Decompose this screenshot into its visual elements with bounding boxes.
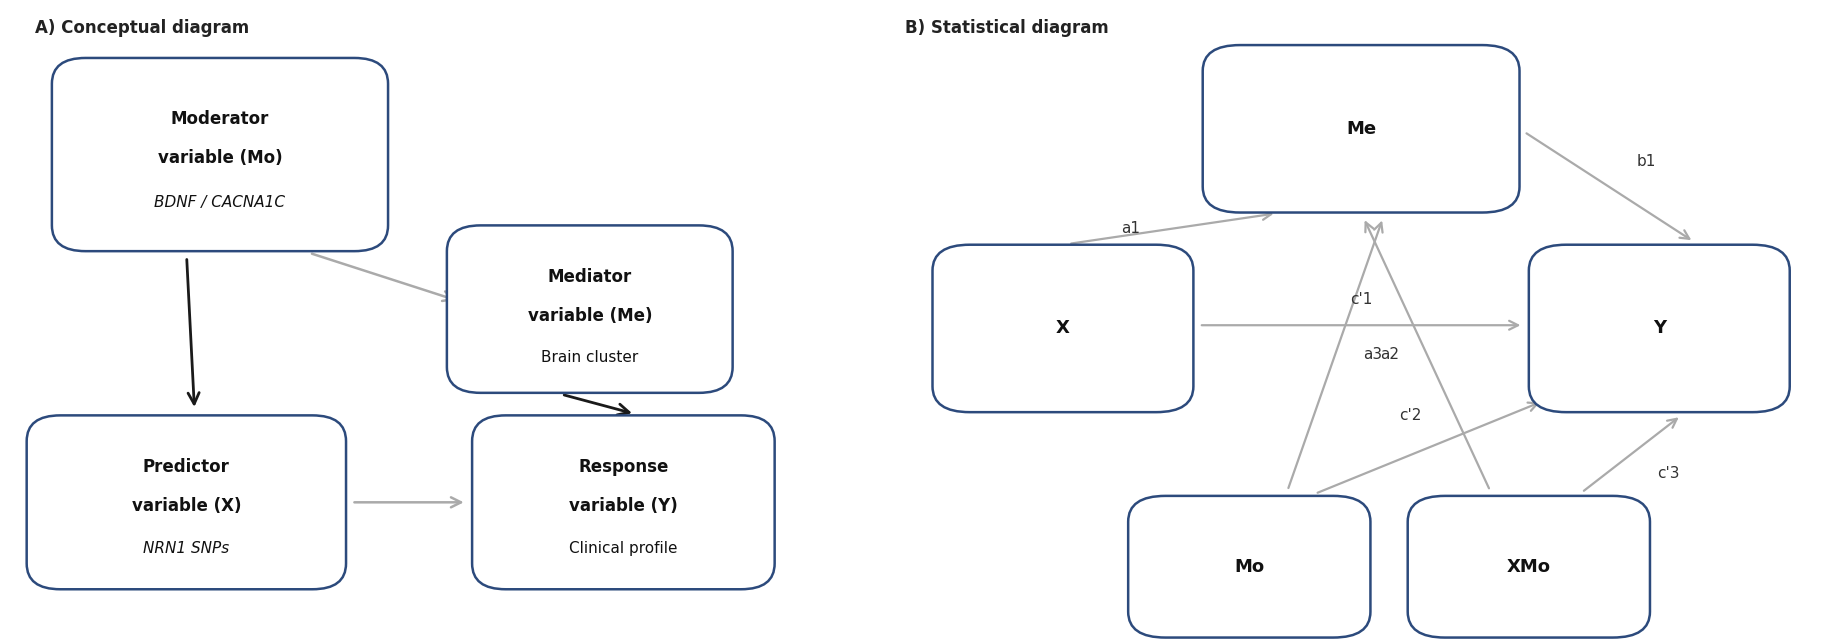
Text: variable (Y): variable (Y) (568, 497, 678, 515)
Text: BDNF / CACNA1C: BDNF / CACNA1C (155, 195, 285, 211)
Text: b1: b1 (1637, 153, 1655, 169)
Text: B) Statistical diagram: B) Statistical diagram (904, 19, 1109, 37)
Text: variable (Mo): variable (Mo) (157, 149, 283, 167)
Text: Brain cluster: Brain cluster (541, 350, 638, 365)
Text: Moderator: Moderator (170, 110, 269, 128)
Text: variable (X): variable (X) (132, 497, 241, 515)
Text: Me: Me (1346, 120, 1376, 138)
FancyBboxPatch shape (471, 415, 775, 589)
FancyBboxPatch shape (1202, 45, 1520, 213)
Text: a3: a3 (1363, 346, 1381, 362)
FancyBboxPatch shape (932, 245, 1193, 412)
Text: a2: a2 (1379, 346, 1399, 362)
Text: Response: Response (577, 458, 669, 476)
Text: Clinical profile: Clinical profile (570, 541, 678, 556)
Text: X: X (1056, 319, 1071, 337)
FancyBboxPatch shape (51, 58, 387, 251)
Text: Y: Y (1653, 319, 1666, 337)
FancyBboxPatch shape (448, 225, 733, 393)
Text: c'1: c'1 (1350, 292, 1372, 307)
Text: Mediator: Mediator (548, 268, 632, 286)
Text: A) Conceptual diagram: A) Conceptual diagram (35, 19, 248, 37)
FancyBboxPatch shape (1129, 496, 1370, 638)
Text: XMo: XMo (1507, 558, 1551, 576)
Text: Predictor: Predictor (143, 458, 230, 476)
FancyBboxPatch shape (1529, 245, 1790, 412)
Text: a1: a1 (1122, 221, 1140, 236)
Text: variable (Me): variable (Me) (528, 307, 652, 325)
Text: c'3: c'3 (1657, 466, 1679, 481)
FancyBboxPatch shape (1409, 496, 1650, 638)
Text: c'2: c'2 (1399, 408, 1421, 423)
FancyBboxPatch shape (27, 415, 345, 589)
Text: Mo: Mo (1235, 558, 1264, 576)
Text: NRN1 SNPs: NRN1 SNPs (143, 541, 230, 556)
